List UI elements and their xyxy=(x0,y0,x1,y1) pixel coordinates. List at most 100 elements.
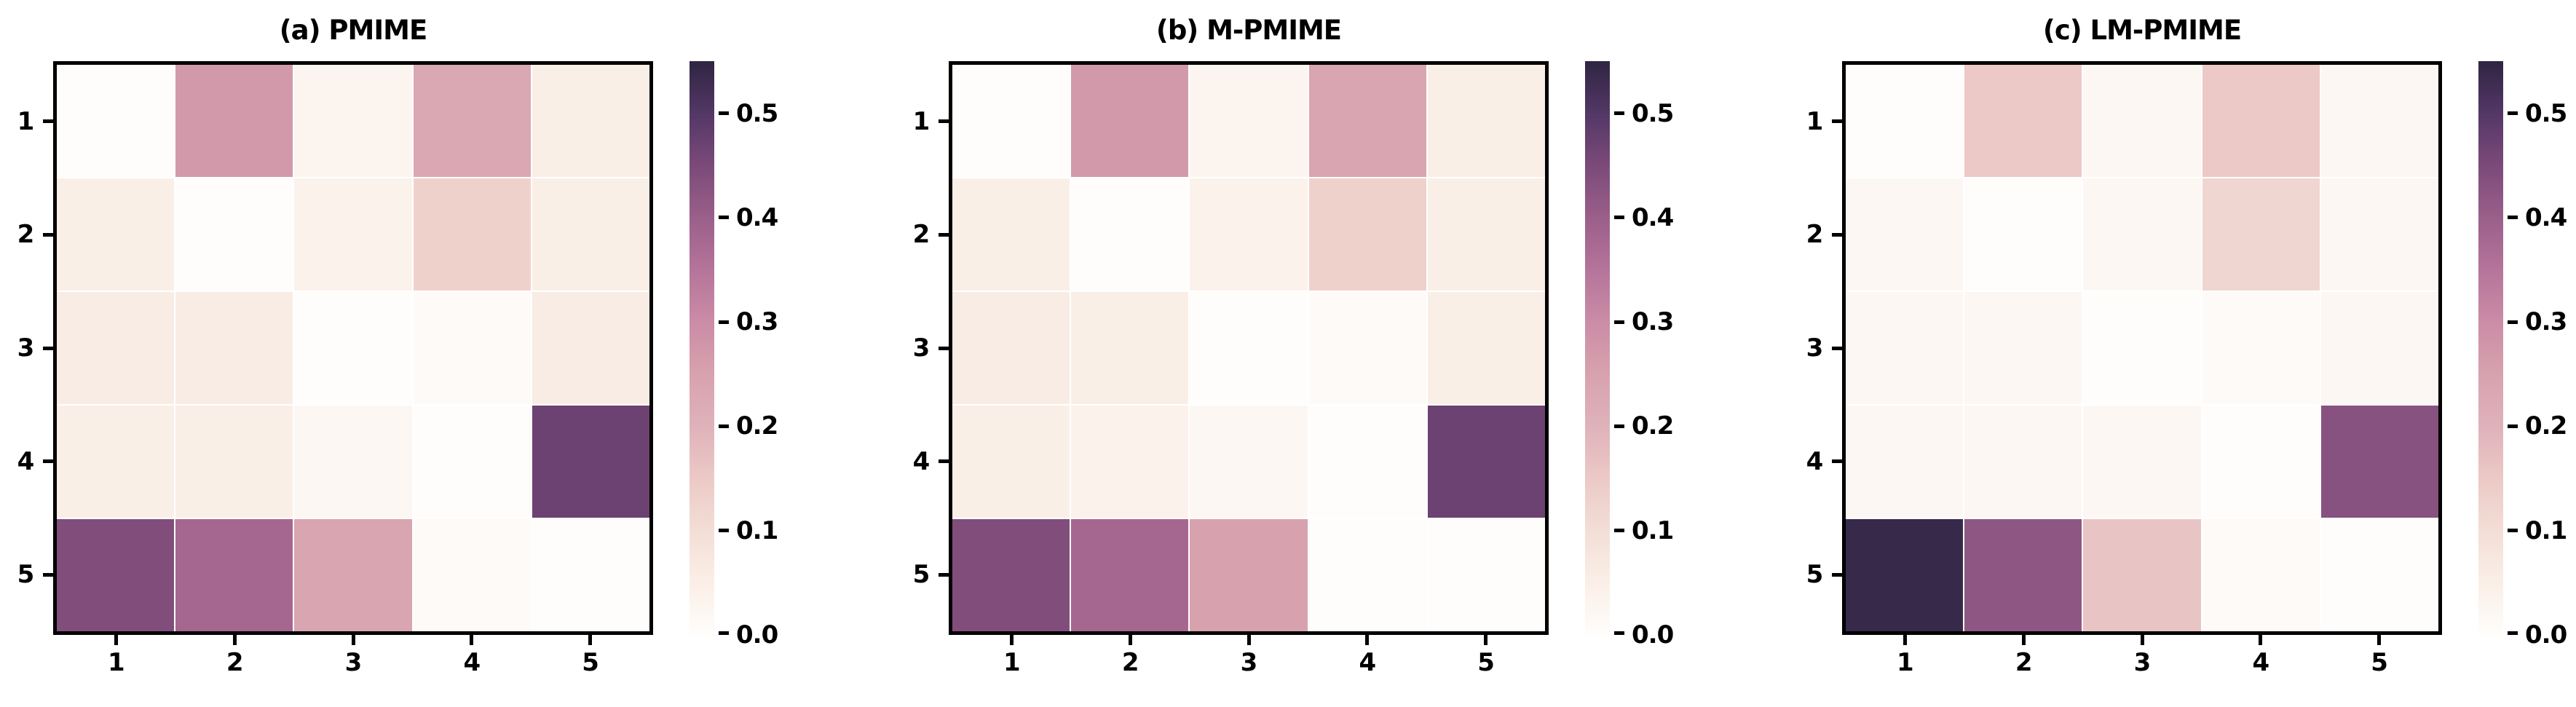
heatmap-cell xyxy=(175,292,293,404)
colorbar-tick-mark xyxy=(1614,424,1624,428)
heatmap-cell xyxy=(1308,65,1426,177)
heatmap-cell xyxy=(1071,406,1189,518)
colorbar-tick-label: 0.1 xyxy=(1632,516,1674,545)
heatmap-cell xyxy=(2202,65,2320,177)
axis-tick-mark xyxy=(1832,119,1842,124)
axis-tick-mark xyxy=(1832,232,1842,237)
heatmap-cell xyxy=(1846,406,1964,518)
heatmap-cell xyxy=(2320,406,2438,518)
y-axis-tick-label: 4 xyxy=(17,446,35,476)
heatmap-cell xyxy=(1427,178,1545,291)
colorbar xyxy=(2478,61,2503,635)
axis-tick-mark xyxy=(2259,635,2263,645)
colorbar-tick-mark xyxy=(719,320,729,324)
heatmap-cell xyxy=(294,519,412,631)
heatmap-cell xyxy=(532,178,649,291)
heatmap-cell xyxy=(2083,406,2201,518)
heatmap-cell xyxy=(1190,178,1308,291)
heatmap-cell xyxy=(2083,519,2201,631)
y-axis-tick-label: 2 xyxy=(17,220,35,250)
axis-tick-mark xyxy=(351,635,355,645)
heatmap-cell xyxy=(952,406,1070,518)
y-axis-tick-label: 2 xyxy=(912,220,931,250)
heatmap-cell xyxy=(1071,292,1189,404)
heatmap-cell xyxy=(2320,292,2438,404)
colorbar-tick-label: 0.5 xyxy=(736,98,778,128)
axis-tick-mark xyxy=(1484,635,1488,645)
axis-tick-mark xyxy=(43,346,53,350)
axis-tick-mark xyxy=(232,635,237,645)
heatmap-cell xyxy=(532,406,649,518)
y-axis-tick-label: 5 xyxy=(1806,560,1824,590)
axis-tick-mark xyxy=(939,572,949,577)
y-axis-tick-label: 2 xyxy=(1806,220,1824,250)
colorbar-tick-label: 0.2 xyxy=(1632,411,1674,441)
axis-tick-mark xyxy=(43,459,53,464)
heatmap-cell xyxy=(1964,406,2082,518)
heatmap-cell xyxy=(1190,292,1308,404)
heatmap-cell xyxy=(294,178,412,291)
heatmap-cell xyxy=(1308,406,1426,518)
colorbar xyxy=(1585,61,1610,635)
axis-tick-mark xyxy=(939,459,949,464)
colorbar-tick-label: 0.4 xyxy=(1632,202,1674,232)
y-axis-tick-label: 5 xyxy=(912,560,931,590)
heatmap-cell xyxy=(1427,406,1545,518)
panel-title: (a) PMIME xyxy=(279,15,427,46)
heatmap-cell xyxy=(413,178,531,291)
heatmap-cell xyxy=(1308,178,1426,291)
y-axis-tick-label: 4 xyxy=(912,446,931,476)
colorbar-tick-label: 0.0 xyxy=(2525,620,2567,649)
panel-title: (b) M-PMIME xyxy=(1155,15,1342,46)
heatmap-cell xyxy=(532,519,649,631)
axis-tick-mark xyxy=(939,346,949,350)
colorbar-gradient xyxy=(2478,61,2503,635)
colorbar-tick-label: 0.5 xyxy=(2525,98,2567,128)
x-axis-tick-label: 1 xyxy=(1897,648,1914,677)
axis-tick-mark xyxy=(1009,635,1014,645)
axis-tick-mark xyxy=(1128,635,1132,645)
x-axis-tick-label: 5 xyxy=(582,648,599,677)
axis-tick-mark xyxy=(1832,572,1842,577)
colorbar-tick-label: 0.2 xyxy=(736,411,778,441)
colorbar-tick-mark xyxy=(1614,111,1624,116)
axis-tick-mark xyxy=(1832,346,1842,350)
colorbar-tick-label: 0.0 xyxy=(736,620,778,649)
colorbar-tick-label: 0.3 xyxy=(1632,307,1674,337)
heatmap-cell xyxy=(1190,406,1308,518)
heatmap-cell xyxy=(2202,292,2320,404)
heatmap-cell xyxy=(1846,292,1964,404)
heatmap-grid xyxy=(1842,61,2442,635)
heatmap-cell xyxy=(413,519,531,631)
axis-tick-mark xyxy=(2021,635,2026,645)
heatmap-cell xyxy=(1964,65,2082,177)
colorbar-tick-label: 0.0 xyxy=(1632,620,1674,649)
heatmap-cell xyxy=(1846,178,1964,291)
heatmap-panel: (c) LM-PMIME 1 2 3 4 5 1 2 3 4 5 0.5 0.4 0.3 0.2 0.1 0.0 xyxy=(1718,0,2576,707)
x-axis-tick-label: 1 xyxy=(108,648,125,677)
axis-tick-mark xyxy=(1246,635,1251,645)
heatmap-cell xyxy=(1190,65,1308,177)
heatmap-cell xyxy=(2320,519,2438,631)
heatmap-cell xyxy=(1846,519,1964,631)
y-axis-tick-label: 4 xyxy=(1806,446,1824,476)
heatmap-cell xyxy=(1964,292,2082,404)
axis-tick-mark xyxy=(43,119,53,124)
x-axis-tick-label: 3 xyxy=(1240,648,1258,677)
heatmap-cell xyxy=(1071,65,1189,177)
heatmap-panel: (a) PMIME 1 2 3 4 5 1 2 3 4 5 0.5 0.4 0.3 0.2 0.1 0.0 xyxy=(0,0,859,707)
axis-tick-mark xyxy=(470,635,474,645)
axis-tick-mark xyxy=(939,232,949,237)
heatmap-grid xyxy=(949,61,1549,635)
colorbar-tick-mark xyxy=(2508,111,2518,116)
x-axis-tick-label: 3 xyxy=(2133,648,2152,677)
heatmap-cell xyxy=(1190,519,1308,631)
heatmap-cell xyxy=(1964,178,2082,291)
colorbar-tick-mark xyxy=(2508,424,2518,428)
colorbar-tick-mark xyxy=(719,631,729,635)
colorbar-tick-mark xyxy=(719,424,729,428)
axis-tick-mark xyxy=(1365,635,1370,645)
heatmap-cell xyxy=(2083,178,2201,291)
heatmap-cell xyxy=(952,178,1070,291)
heatmap-cell xyxy=(1071,519,1189,631)
